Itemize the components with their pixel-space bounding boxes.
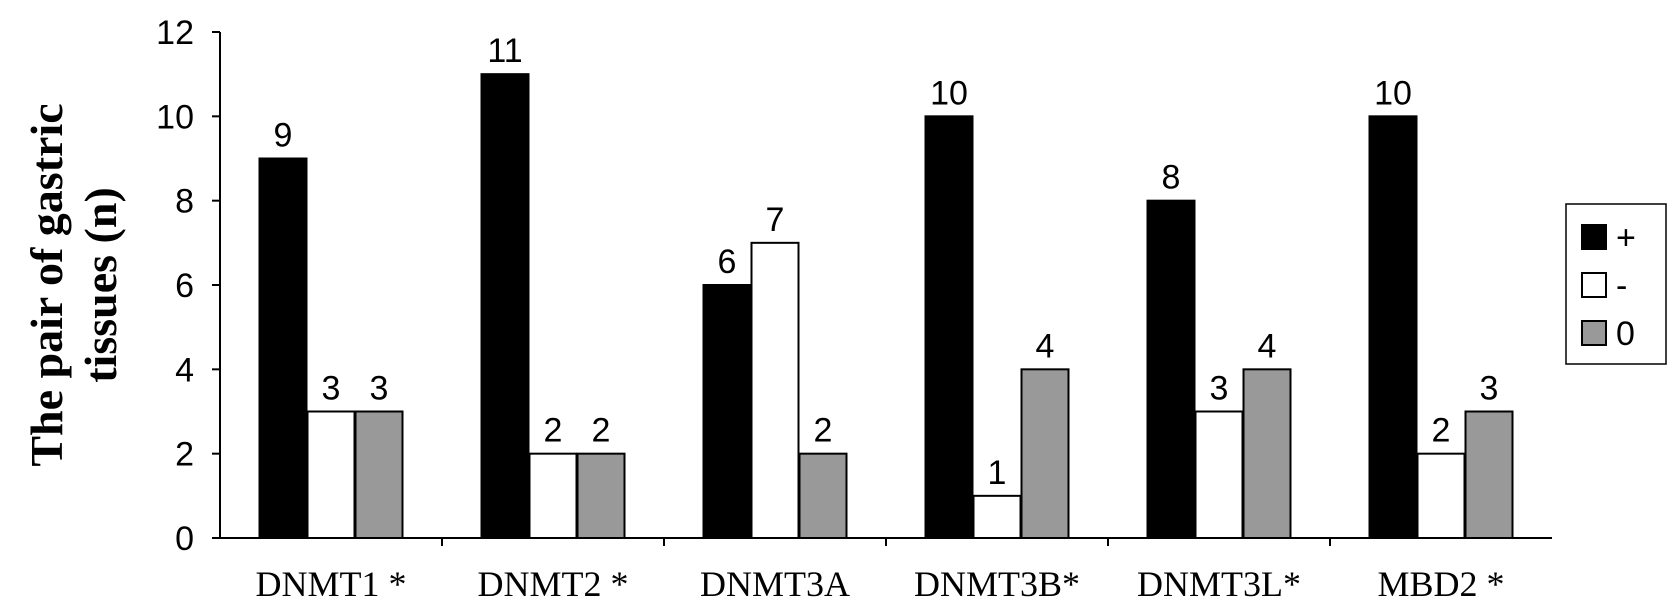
- x-category-label: DNMT3A: [700, 564, 850, 604]
- bar: [528, 452, 578, 539]
- legend-label: -: [1616, 267, 1627, 305]
- bar: [972, 494, 1022, 540]
- data-label: 3: [322, 370, 341, 408]
- bar: [1146, 199, 1196, 540]
- data-label: 10: [1374, 74, 1412, 112]
- data-label: 1: [988, 454, 1007, 492]
- x-category-label: DNMT1 *: [256, 564, 407, 604]
- data-label: 2: [814, 412, 833, 450]
- legend-swatch: [1581, 272, 1607, 298]
- data-label: 4: [1258, 327, 1277, 365]
- x-category-label: MBD2 *: [1377, 564, 1504, 604]
- y-tick-label: 0: [175, 520, 194, 558]
- y-tick-label: 2: [175, 436, 194, 474]
- x-category-label: DNMT3B*: [914, 564, 1080, 604]
- bar: [750, 241, 800, 539]
- bar: [1368, 115, 1418, 539]
- data-label: 2: [1432, 412, 1451, 450]
- data-label: 2: [592, 412, 611, 450]
- y-axis-title-line-2: tissues (n): [75, 187, 126, 383]
- y-tick-label: 12: [156, 14, 194, 52]
- data-label: 10: [930, 74, 968, 112]
- data-label: 2: [544, 412, 563, 450]
- data-label: 7: [766, 201, 785, 239]
- legend: + - 0: [1565, 203, 1667, 365]
- y-tick-label: 10: [156, 98, 194, 136]
- bar: [798, 452, 848, 539]
- bar: [1242, 368, 1292, 540]
- y-axis-title-line-1: The pair of gastric: [21, 103, 72, 466]
- bar: [924, 115, 974, 539]
- data-label: 3: [1480, 370, 1499, 408]
- bar: [306, 410, 356, 539]
- data-label: 3: [370, 370, 389, 408]
- bar: [702, 284, 752, 539]
- bar: [1416, 452, 1466, 539]
- data-label: 6: [718, 243, 737, 281]
- y-axis-title: The pair of gastric tissues (n): [21, 103, 126, 466]
- y-tick-label: 6: [175, 267, 194, 305]
- legend-label: 0: [1616, 315, 1635, 353]
- bar: [1464, 410, 1514, 539]
- category-labels: DNMT1 * DNMT2 * DNMT3A DNMT3B* DNMT3L* MBD2 *: [256, 564, 1505, 604]
- bars: [258, 73, 1514, 540]
- y-tick-label: 4: [175, 351, 194, 389]
- y-tick-label: 8: [175, 183, 194, 221]
- bar: [1020, 368, 1070, 540]
- x-category-label: DNMT2 *: [478, 564, 629, 604]
- legend-swatch: [1581, 320, 1607, 346]
- legend-label: +: [1616, 219, 1636, 257]
- legend-swatch: [1581, 224, 1607, 250]
- bar: [258, 157, 308, 539]
- data-label: 11: [487, 32, 522, 70]
- x-category-label: DNMT3L*: [1137, 564, 1301, 604]
- data-label: 9: [274, 117, 293, 155]
- data-label: 8: [1162, 159, 1181, 197]
- bar: [576, 452, 626, 539]
- data-label: 3: [1210, 370, 1229, 408]
- bar: [480, 73, 530, 540]
- data-label: 4: [1036, 327, 1055, 365]
- bar: [354, 410, 404, 539]
- bar: [1194, 410, 1244, 539]
